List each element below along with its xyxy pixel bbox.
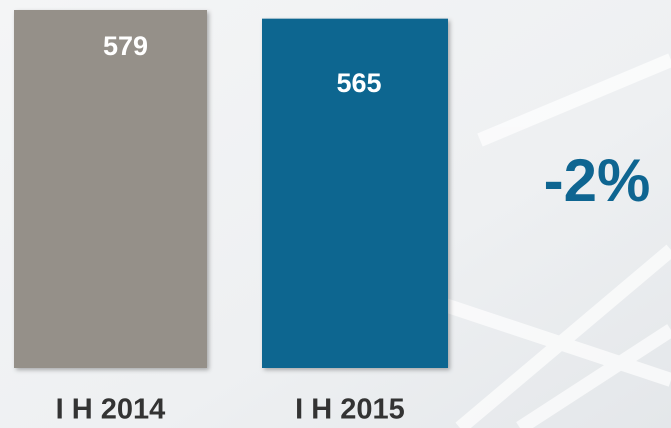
background-streaks: [427, 53, 671, 428]
data-label: 579: [103, 31, 148, 61]
bar: [262, 18, 448, 368]
change-annotation: -2%: [544, 147, 651, 214]
data-label: 565: [336, 68, 381, 98]
bar: [14, 10, 207, 368]
plot-area: 579 I H 2014 565 I H 2015: [14, 10, 448, 426]
x-tick-label: I H 2015: [295, 394, 405, 426]
x-tick-label: I H 2014: [56, 394, 166, 426]
